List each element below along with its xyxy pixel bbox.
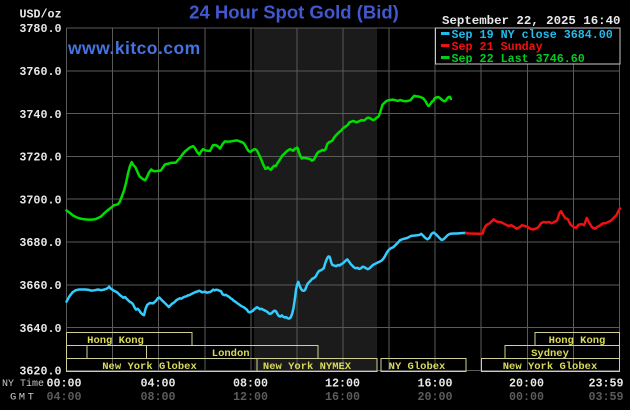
svg-text:08:00: 08:00 bbox=[233, 377, 268, 391]
svg-text:24 Hour Spot Gold (Bid): 24 Hour Spot Gold (Bid) bbox=[189, 2, 399, 23]
svg-text:3760.0: 3760.0 bbox=[19, 65, 61, 79]
svg-text:20:00: 20:00 bbox=[417, 390, 452, 404]
svg-text:12:00: 12:00 bbox=[233, 390, 268, 404]
svg-text:3720.0: 3720.0 bbox=[19, 151, 61, 165]
svg-text:16:00: 16:00 bbox=[417, 377, 452, 391]
svg-text:3780.0: 3780.0 bbox=[19, 22, 61, 36]
svg-text:12:00: 12:00 bbox=[325, 377, 360, 391]
svg-text:08:00: 08:00 bbox=[140, 390, 175, 404]
svg-text:New York Globex: New York Globex bbox=[503, 361, 598, 373]
svg-text:00:00: 00:00 bbox=[46, 377, 81, 391]
svg-text:New York Globex: New York Globex bbox=[102, 361, 197, 373]
svg-text:3700.0: 3700.0 bbox=[19, 193, 61, 207]
svg-text:Sep 22 Last 3746.60: Sep 22 Last 3746.60 bbox=[452, 52, 585, 66]
svg-text:04:00: 04:00 bbox=[46, 390, 81, 404]
svg-text:London: London bbox=[212, 348, 250, 360]
svg-text:Sydney: Sydney bbox=[531, 348, 570, 360]
svg-text:23:59: 23:59 bbox=[588, 377, 623, 391]
svg-text:03:59: 03:59 bbox=[588, 390, 623, 404]
svg-text:20:00: 20:00 bbox=[509, 377, 544, 391]
svg-text:3680.0: 3680.0 bbox=[19, 236, 61, 250]
svg-text:GMT: GMT bbox=[10, 392, 36, 404]
svg-text:USD/oz: USD/oz bbox=[20, 7, 62, 21]
svg-text:NY Globex: NY Globex bbox=[389, 361, 446, 373]
svg-text:www.kitco.com: www.kitco.com bbox=[67, 38, 201, 58]
svg-text:Sep 21 Sunday: Sep 21 Sunday bbox=[452, 40, 543, 54]
svg-text:3660.0: 3660.0 bbox=[19, 279, 61, 293]
svg-text:Sep 19 NY close 3684.00: Sep 19 NY close 3684.00 bbox=[452, 28, 613, 42]
svg-text:Hong Kong: Hong Kong bbox=[549, 335, 606, 347]
svg-text:Hong Kong: Hong Kong bbox=[87, 335, 144, 347]
svg-text:NY Time: NY Time bbox=[2, 378, 44, 390]
svg-text:16:00: 16:00 bbox=[325, 390, 360, 404]
svg-text:04:00: 04:00 bbox=[140, 377, 175, 391]
svg-text:3740.0: 3740.0 bbox=[19, 108, 61, 122]
svg-text:New York NYMEX: New York NYMEX bbox=[263, 361, 352, 373]
svg-text:September 22, 2025 16:40: September 22, 2025 16:40 bbox=[442, 14, 620, 28]
svg-text:00:00: 00:00 bbox=[509, 390, 544, 404]
svg-text:3620.0: 3620.0 bbox=[19, 365, 61, 379]
svg-text:3640.0: 3640.0 bbox=[19, 322, 61, 336]
